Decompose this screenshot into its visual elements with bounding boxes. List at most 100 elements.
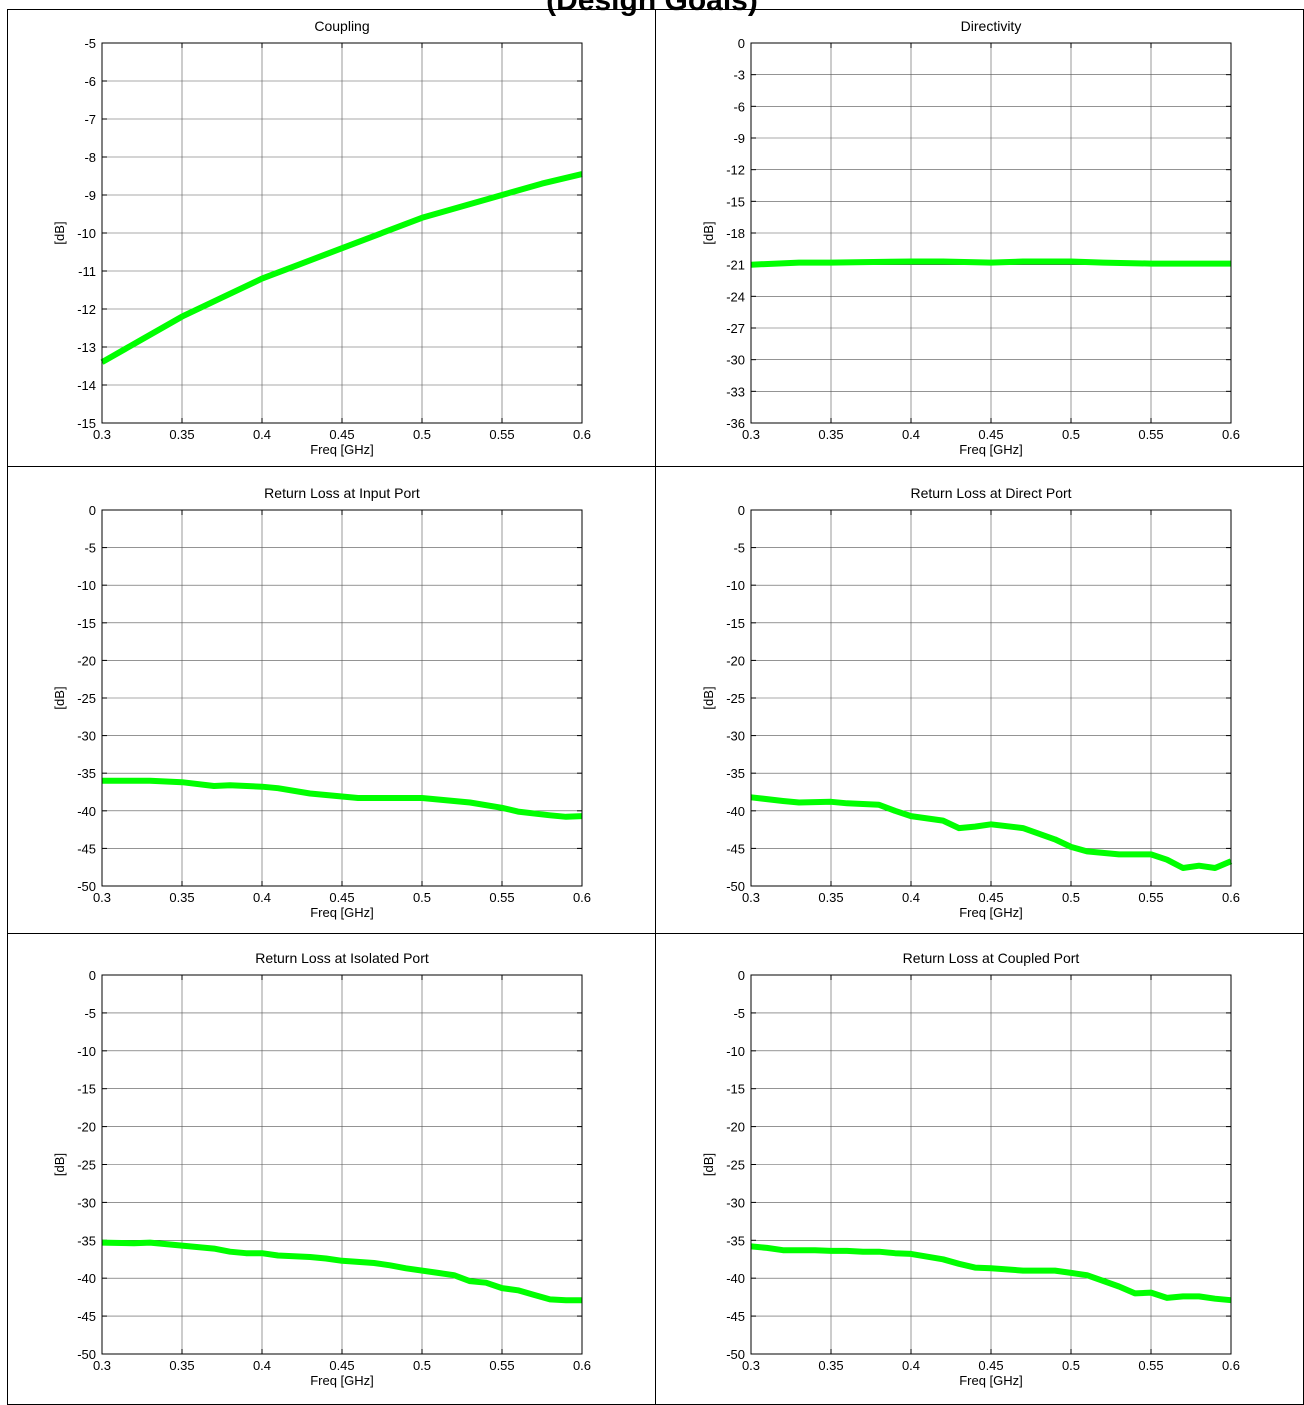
chart-title: Coupling: [314, 18, 369, 34]
x-tick-label: 0.55: [1138, 1358, 1163, 1373]
x-tick-label: 0.55: [489, 1358, 514, 1373]
y-tick-label: -6: [84, 74, 96, 89]
series-line: [750, 1243, 1232, 1304]
y-tick-label: -10: [77, 1044, 96, 1059]
x-tick-label: 0.3: [742, 427, 760, 442]
x-tick-label: 0.55: [489, 427, 514, 442]
y-tick-label: -24: [726, 289, 745, 304]
y-tick-label: -45: [77, 1309, 96, 1324]
x-tick-label: 0.5: [1062, 1358, 1080, 1373]
series-line: [750, 794, 1233, 871]
y-tick-label: -10: [77, 226, 96, 241]
y-tick-label: -20: [77, 1120, 96, 1135]
y-tick-label: -3: [733, 68, 745, 83]
x-tick-label: 0.35: [818, 1358, 843, 1373]
y-tick-label: -10: [726, 1044, 745, 1059]
y-tick-label: -20: [726, 653, 745, 668]
y-tick-label: -9: [733, 131, 745, 146]
x-axis-label: Freq [GHz]: [310, 905, 374, 920]
x-tick-label: 0.45: [978, 427, 1003, 442]
y-tick-label: -33: [726, 384, 745, 399]
y-tick-label: -35: [77, 1233, 96, 1248]
x-tick-label: 0.5: [1062, 427, 1080, 442]
y-tick-label: -12: [726, 163, 745, 178]
x-axis-label: Freq [GHz]: [959, 1373, 1023, 1388]
x-tick-label: 0.3: [742, 1358, 760, 1373]
x-tick-label: 0.4: [253, 427, 271, 442]
y-tick-label: -27: [726, 321, 745, 336]
chart-title: Directivity: [961, 18, 1022, 34]
series-line: [100, 171, 583, 365]
x-axis-label: Freq [GHz]: [310, 1373, 374, 1388]
x-tick-label: 0.55: [489, 890, 514, 905]
x-tick-label: 0.45: [978, 1358, 1003, 1373]
y-tick-label: -8: [84, 150, 96, 165]
y-tick-label: -5: [84, 541, 96, 556]
x-tick-label: 0.4: [253, 1358, 271, 1373]
y-tick-label: -11: [78, 264, 96, 279]
y-tick-label: -50: [726, 879, 745, 894]
y-tick-label: -5: [84, 1006, 96, 1021]
y-tick-label: -10: [77, 578, 96, 593]
y-tick-label: -36: [726, 416, 745, 431]
chart-4: 0.3 0.35 0.4 0.45 0.5 0.55 0.6-50-45-40-35-30-…: [701, 485, 1240, 920]
x-tick-label: 0.35: [818, 890, 843, 905]
y-tick-label: -30: [77, 1195, 96, 1210]
chart-5: 0.3 0.35 0.4 0.45 0.5 0.55 0.6-50-45-40-35-30-…: [52, 950, 591, 1388]
x-tick-label: 0.5: [413, 427, 431, 442]
y-axis-label: [dB]: [52, 686, 67, 709]
chart-2: 0.3 0.35 0.4 0.45 0.5 0.55 0.6-36-33-30-27-24-…: [701, 18, 1240, 457]
y-tick-label: -15: [77, 616, 96, 631]
axes-box: [101, 974, 583, 1355]
x-tick-label: 0.55: [1138, 427, 1163, 442]
y-tick-label: -5: [733, 541, 745, 556]
y-tick-label: -6: [733, 99, 745, 114]
x-tick-label: 0.4: [902, 427, 920, 442]
x-tick-label: 0.6: [1222, 427, 1240, 442]
axes-box: [101, 42, 583, 424]
x-tick-label: 0.3: [93, 427, 111, 442]
chart-title: Return Loss at Input Port: [264, 485, 420, 501]
y-tick-label: -25: [77, 1158, 96, 1173]
chart-title: Return Loss at Isolated Port: [255, 950, 429, 966]
x-tick-label: 0.35: [169, 427, 194, 442]
y-tick-label: -30: [726, 1195, 745, 1210]
y-axis-label: [dB]: [52, 221, 67, 244]
x-tick-label: 0.5: [413, 1358, 431, 1373]
y-tick-label: -50: [77, 879, 96, 894]
y-tick-label: -25: [77, 691, 96, 706]
y-tick-label: -30: [726, 353, 745, 368]
y-tick-label: 0: [89, 968, 96, 983]
chart-title: Return Loss at Coupled Port: [903, 950, 1080, 966]
x-tick-label: 0.55: [1138, 890, 1163, 905]
y-tick-label: -50: [726, 1347, 745, 1362]
y-tick-label: -45: [726, 1309, 745, 1324]
y-tick-label: -13: [77, 340, 96, 355]
x-tick-label: 0.3: [742, 890, 760, 905]
x-tick-label: 0.45: [329, 890, 354, 905]
y-tick-label: -35: [726, 766, 745, 781]
y-tick-label: 0: [738, 968, 745, 983]
y-tick-label: -21: [726, 258, 745, 273]
x-tick-label: 0.5: [1062, 890, 1080, 905]
x-tick-label: 0.3: [93, 890, 111, 905]
y-tick-label: -5: [84, 36, 96, 51]
y-tick-label: -25: [726, 1158, 745, 1173]
x-tick-label: 0.6: [573, 427, 591, 442]
y-tick-label: -14: [77, 378, 96, 393]
y-axis-label: [dB]: [701, 1153, 716, 1176]
y-axis-label: [dB]: [701, 221, 716, 244]
x-tick-label: 0.35: [169, 890, 194, 905]
y-tick-label: -18: [726, 226, 745, 241]
x-tick-label: 0.6: [1222, 1358, 1240, 1373]
x-tick-label: 0.6: [573, 1358, 591, 1373]
x-tick-label: 0.3: [93, 1358, 111, 1373]
y-tick-label: -12: [77, 302, 96, 317]
y-tick-label: -50: [77, 1347, 96, 1362]
axes-box: [750, 974, 1232, 1355]
series-line: [750, 258, 1231, 268]
y-tick-label: -35: [77, 766, 96, 781]
y-tick-label: -15: [726, 194, 745, 209]
y-tick-label: -40: [726, 804, 745, 819]
